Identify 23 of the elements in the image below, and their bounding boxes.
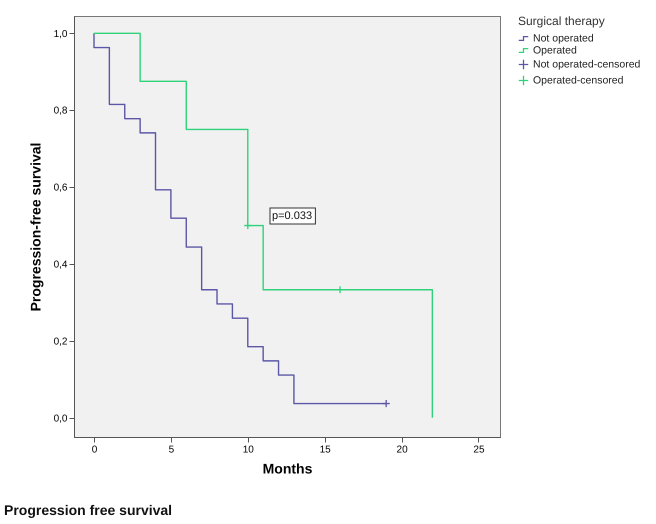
y-tick-label: 0,0 [54, 413, 68, 424]
y-tick-label: 0,8 [54, 106, 68, 117]
x-tick-label: 20 [396, 444, 408, 456]
legend-title: Surgical therapy [518, 14, 605, 28]
annotation: p=0.033 [272, 210, 312, 222]
x-tick-label: 5 [168, 444, 175, 456]
y-tick-label: 0,6 [54, 182, 68, 194]
x-tick-label: 15 [320, 444, 332, 456]
y-tick-label: 1,0 [54, 28, 68, 40]
legend-label: Operated [533, 44, 577, 56]
y-tick-label: 0,4 [54, 259, 68, 270]
y-axis-title: Progression-free survival [28, 142, 44, 312]
point [382, 399, 390, 408]
point [244, 221, 252, 230]
y-tick-label: 0,2 [54, 336, 68, 348]
x-tick-label: 25 [473, 444, 485, 456]
x-tick-label: 0 [92, 444, 98, 456]
legend-label: Not operated-censored [533, 58, 641, 70]
text: Progression free survival [4, 502, 172, 518]
x-tick-label: 10 [242, 444, 254, 456]
legend-label: Not operated [533, 32, 594, 44]
x-axis-title: Months [262, 460, 313, 476]
legend-label: Operated-censored [533, 74, 624, 86]
